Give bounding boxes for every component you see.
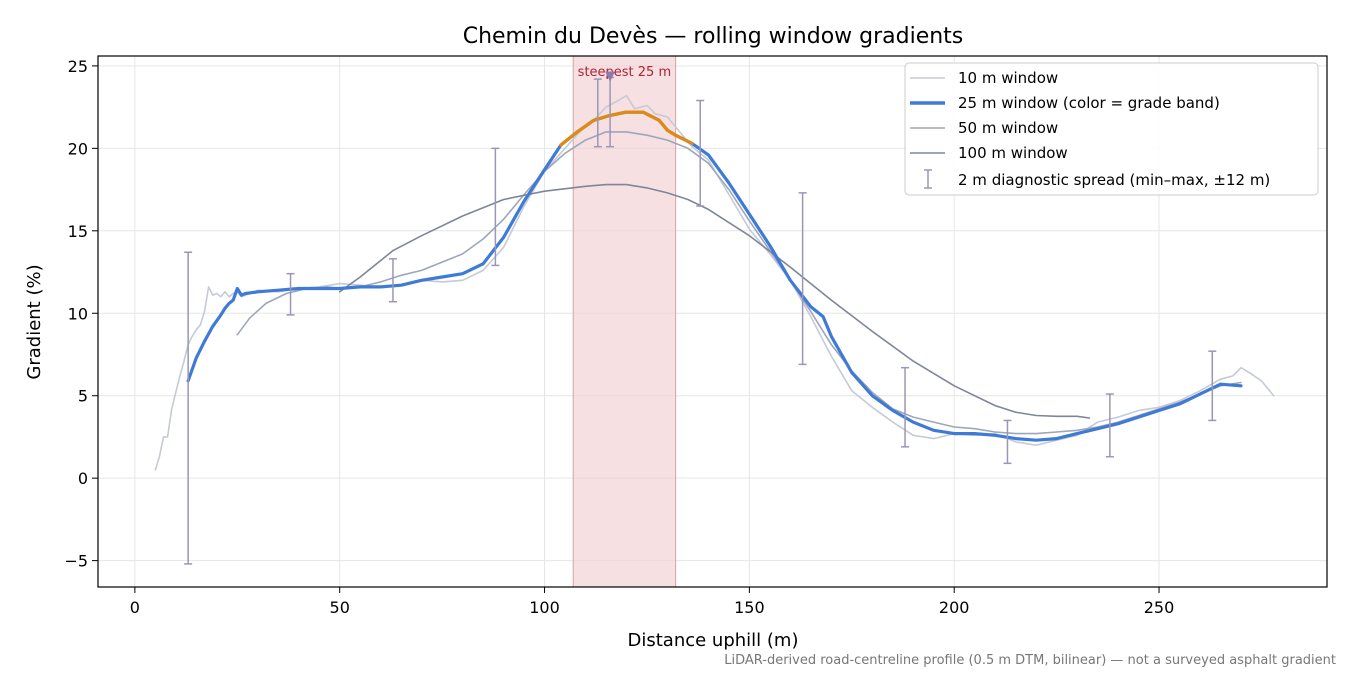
y-tick-label: 0 [78,469,88,488]
y-axis-label: Gradient (%) [24,264,45,379]
x-tick-label: 150 [734,598,765,617]
errorbar [901,366,910,448]
errorbar [798,192,807,366]
x-axis-label: Distance uphill (m) [628,630,799,651]
plot-frame [97,55,1328,588]
y-tick-label: 15 [68,222,88,241]
steepest-label: steepest 25 m [578,65,671,80]
axis-ticks: 0 50 100 150 200 250 −5 0 5 10 15 20 25 [64,57,1174,617]
x-tick-label: 0 [130,598,140,617]
series-line-w100 [338,183,1091,419]
legend-swatch-errorbar [924,169,932,189]
errorbar [286,272,295,316]
y-tick-label: 10 [68,304,88,323]
series-line-w25-orange-band [559,110,694,147]
series-line-w50 [236,131,1242,435]
errorbars [184,76,1217,565]
legend: 10 m window 25 m window (color = grade b… [904,62,1319,196]
highlight-band [572,55,677,588]
y-tick-label: −5 [64,552,88,571]
errorbar [184,251,193,565]
errorbar [491,147,500,267]
x-tick-label: 100 [529,598,560,617]
y-tick-label: 5 [78,387,88,406]
x-tick-label: 50 [330,598,350,617]
y-tick-label: 25 [68,57,88,76]
errorbar [696,99,705,207]
chart-title: Chemin du Devès — rolling window gradien… [463,24,964,49]
errorbar [1208,350,1217,422]
legend-box [904,62,1319,196]
legend-entry-w50: 50 m window [958,119,1058,137]
errorbar [593,78,602,148]
annotations: steepest 25 m [578,65,671,82]
errorbar [388,258,397,303]
legend-entry-w10: 10 m window [958,69,1058,87]
source-note: LiDAR-derived road-centreline profile (0… [724,653,1336,668]
x-tick-label: 250 [1144,598,1175,617]
legend-entry-w100: 100 m window [958,144,1068,162]
x-tick-label: 200 [939,598,970,617]
steepest-band [572,55,677,588]
legend-entry-w25: 25 m window (color = grade band) [958,94,1220,112]
series-lines [154,94,1275,471]
y-tick-label: 20 [68,139,88,158]
errorbar [1003,419,1012,465]
errorbar [1105,393,1114,458]
steepest-marker [605,71,616,82]
legend-entry-errorbar: 2 m diagnostic spread (min–max, ±12 m) [958,171,1270,189]
